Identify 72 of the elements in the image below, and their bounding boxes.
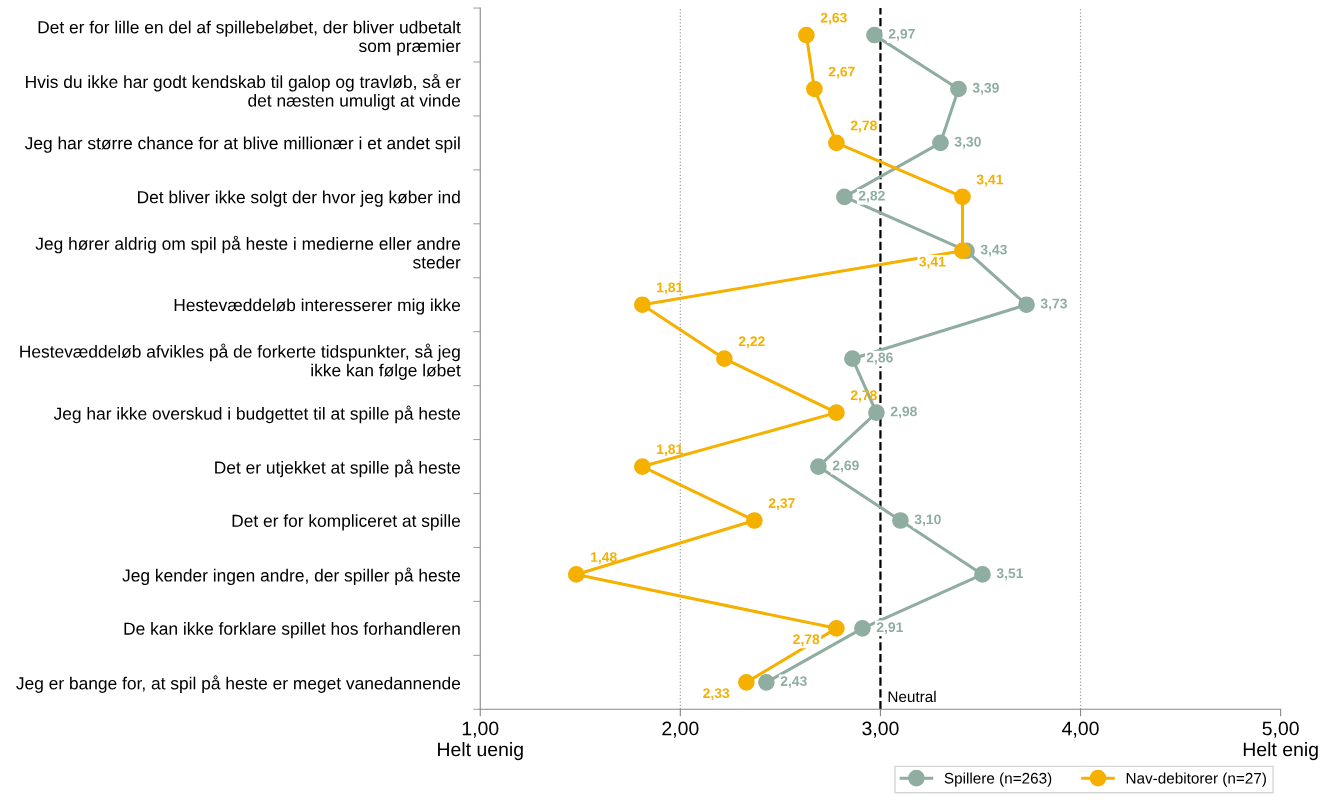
ref-line-label: Neutral xyxy=(888,690,936,703)
data-label: 2,78 xyxy=(850,390,877,403)
y-tick-label: Det bliver ikke solgt der hvor jeg køber ind xyxy=(138,190,460,207)
point xyxy=(854,620,871,637)
point xyxy=(844,350,861,368)
y-tick-label: Det er utjekket at spille på heste xyxy=(215,459,461,478)
point xyxy=(633,458,651,475)
point xyxy=(1018,296,1035,314)
point xyxy=(868,404,885,421)
data-label: 3,51 xyxy=(996,568,1024,581)
y-tick-label: De kan ikke forklare spillet hos forhandleren xyxy=(124,622,460,639)
data-label: 3,41 xyxy=(919,256,946,269)
point xyxy=(828,134,845,152)
y-tick-label: Jeg har større chance for at blive millionær i et andet spil xyxy=(24,136,460,153)
data-label: 2,22 xyxy=(738,336,765,349)
point xyxy=(974,566,991,583)
data-label: 2,98 xyxy=(890,406,917,419)
point xyxy=(828,404,845,421)
data-label: 2,33 xyxy=(703,688,730,701)
point xyxy=(806,80,823,98)
point xyxy=(810,458,827,475)
point xyxy=(567,566,585,583)
y-tick-label: Jeg hører aldrig om spil på heste i medierne eller andre steder xyxy=(35,235,461,269)
data-label: 2,69 xyxy=(832,460,859,473)
point xyxy=(836,188,853,206)
data-label: 3,39 xyxy=(972,82,999,95)
data-label: 2,82 xyxy=(858,190,885,203)
data-label: 2,86 xyxy=(866,352,893,365)
point xyxy=(866,26,883,44)
point xyxy=(798,26,815,44)
point xyxy=(932,134,949,152)
data-label: 3,10 xyxy=(914,514,941,527)
x-tick-label: 2,00 xyxy=(662,721,699,738)
y-tick-label: Jeg kender ingen andre, der spiller på heste xyxy=(122,567,461,586)
legend-label: Spillere (n=263) xyxy=(944,772,1052,787)
legend-label: Nav-debitorer (n=27) xyxy=(1126,772,1266,787)
point xyxy=(716,350,733,368)
x-tick-label: 1,00 Helt uenig xyxy=(438,721,523,761)
data-label: 2,37 xyxy=(768,498,795,511)
point xyxy=(746,512,763,529)
y-tick-label: Hvis du ikke har godt kendskab til galop og travløb, så er det næsten umuligt at vinde xyxy=(26,73,461,111)
point xyxy=(954,242,971,260)
data-label: 2,97 xyxy=(888,28,915,41)
data-label: 2,63 xyxy=(820,12,847,25)
point xyxy=(758,673,775,691)
data-label: 1,81 xyxy=(657,444,683,457)
data-label: 1,81 xyxy=(657,282,683,295)
data-label: 3,73 xyxy=(1040,298,1067,311)
point xyxy=(950,80,967,98)
point xyxy=(738,673,755,691)
data-label: 3,30 xyxy=(954,136,981,149)
data-label: 2,67 xyxy=(828,66,855,79)
y-tick-label: Jeg er bange for, at spil på heste er meget vanedannende xyxy=(16,675,461,693)
data-label: 2,43 xyxy=(780,676,807,689)
point xyxy=(954,188,971,206)
y-tick-label: Det er for kompliceret at spille xyxy=(232,514,461,531)
data-label: 2,78 xyxy=(793,634,820,647)
y-tick-label: Jeg har ikke overskud i budgettet til at spille på heste xyxy=(53,405,461,424)
y-tick-label: Hestevæddeløb interesserer mig ikke xyxy=(174,298,461,315)
data-label: 3,43 xyxy=(980,244,1007,257)
y-tick-label: Hestevæddeløb afvikles på de forkerte tidspunkter, så jeg ikke kan følge løbet xyxy=(20,343,461,380)
x-tick-label: 5,00 Helt enig xyxy=(1243,721,1318,761)
data-label: 3,41 xyxy=(976,174,1004,187)
data-label: 2,91 xyxy=(876,622,903,635)
x-tick-label: 4,00 xyxy=(1062,721,1099,738)
point xyxy=(633,296,651,314)
data-label: 2,78 xyxy=(850,120,877,133)
point xyxy=(892,512,909,529)
y-tick-label: Det er for lille en del af spillebeløbet, der bliver udbetalt som præmier xyxy=(38,20,461,56)
data-label: 1,48 xyxy=(591,552,617,564)
point xyxy=(828,620,845,637)
x-tick-label: 3,00 xyxy=(862,721,899,738)
